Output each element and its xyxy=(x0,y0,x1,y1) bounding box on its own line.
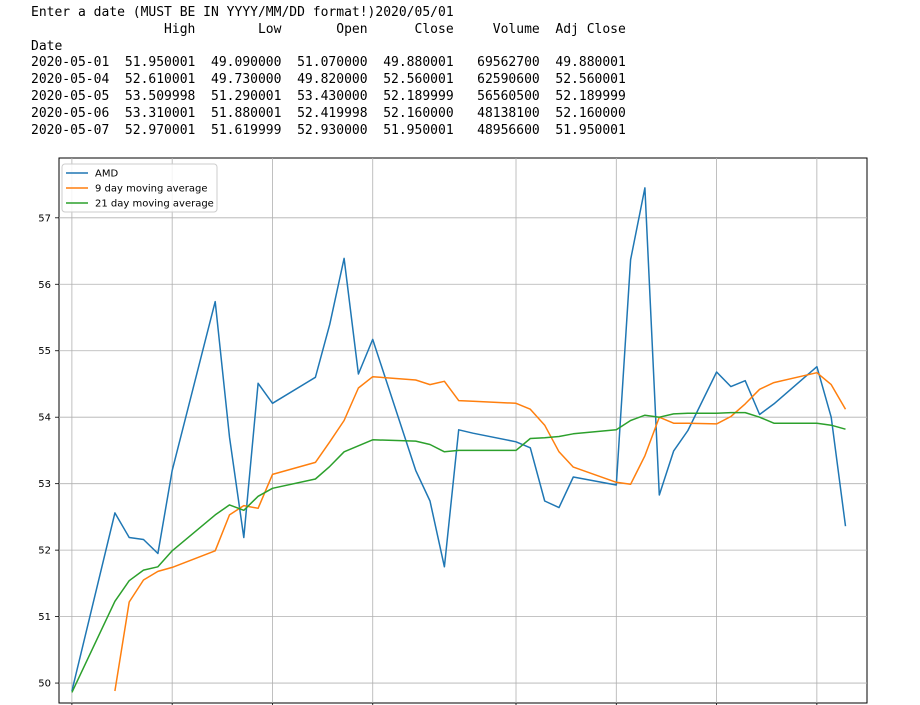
y-tick-label: 50 xyxy=(38,679,51,690)
series-line-21-day-moving-average xyxy=(71,411,846,693)
table-row: 2020-05-04 52.610001 49.730000 49.820000… xyxy=(31,72,626,88)
series-line-9-day-moving-average xyxy=(114,371,847,692)
y-tick-label: 51 xyxy=(38,612,51,623)
y-tick-label: 55 xyxy=(38,346,51,357)
y-tick-label: 52 xyxy=(38,546,51,557)
table-row: 2020-05-01 51.950001 49.090000 51.070000… xyxy=(31,55,626,71)
table-header: High Low Open Close Volume Adj Close xyxy=(31,21,626,37)
legend: AMD 9 day moving average 21 day moving ave… xyxy=(61,163,218,213)
table-row: 2020-05-07 52.970001 51.619999 52.930000… xyxy=(31,122,626,138)
console-output: Enter a date (MUST BE IN YYYY/MM/DD form… xyxy=(31,5,626,139)
y-tick-label: 57 xyxy=(38,213,51,224)
table-row: 2020-05-06 53.310001 51.880001 52.419998… xyxy=(31,105,626,121)
dataframe-output: High Low Open Close Volume Adj Close Date… xyxy=(31,22,626,140)
legend-label: 21 day moving average xyxy=(95,199,214,210)
series-line-amd xyxy=(71,187,847,692)
y-tick-label: 54 xyxy=(38,413,51,424)
table-row: 2020-05-05 53.509998 51.290001 53.430000… xyxy=(31,88,626,104)
date-input-value[interactable]: 2020/05/01 xyxy=(375,5,454,20)
x-axis-ticks xyxy=(71,703,818,705)
y-axis-ticks: 50 51 52 53 54 55 56 57 xyxy=(38,213,59,690)
legend-box xyxy=(61,163,218,213)
date-prompt-line: Enter a date (MUST BE IN YYYY/MM/DD form… xyxy=(31,5,626,22)
legend-label: 9 day moving average xyxy=(95,184,207,195)
y-tick-label: 56 xyxy=(38,280,51,291)
series-lines xyxy=(71,187,847,693)
date-prompt: Enter a date (MUST BE IN YYYY/MM/DD form… xyxy=(31,5,376,20)
y-tick-label: 53 xyxy=(38,479,51,490)
table-index-name: Date xyxy=(31,38,63,54)
legend-label: AMD xyxy=(95,169,118,180)
